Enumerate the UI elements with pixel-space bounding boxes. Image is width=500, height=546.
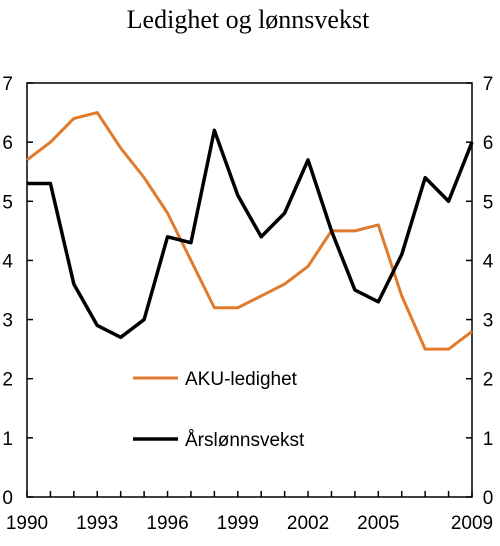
series-line-0 <box>26 111 473 351</box>
y-tick-label-left: 0 <box>2 488 13 509</box>
tick-marks <box>26 82 473 498</box>
x-tick-label: 1996 <box>146 513 188 534</box>
y-tick-label-left: 5 <box>2 192 13 213</box>
tick-labels: 0 0 1 1 2 2 3 3 4 4 5 5 6 6 7 7 1990 1993 1996 1999 2002 2005… <box>2 74 493 534</box>
y-tick-label-left: 6 <box>2 133 13 154</box>
legend-label: AKU-ledighet <box>185 369 298 390</box>
legend: AKU-ledighet Årslønnsvekst <box>133 369 305 451</box>
y-tick-label-right: 3 <box>483 311 494 332</box>
x-tick-label: 2009 <box>451 513 493 534</box>
legend-label: Årslønnsvekst <box>185 430 305 451</box>
x-tick-label: 1993 <box>76 513 118 534</box>
y-tick-label-left: 4 <box>2 251 13 272</box>
x-tick-label: 1999 <box>217 513 259 534</box>
y-tick-label-right: 7 <box>483 74 494 95</box>
y-tick-label-left: 2 <box>2 370 13 391</box>
y-tick-label-right: 0 <box>483 488 494 509</box>
x-tick-label: 2002 <box>287 513 329 534</box>
y-tick-label-right: 4 <box>483 251 494 272</box>
x-tick-label: 2005 <box>357 513 399 534</box>
y-tick-label-right: 6 <box>483 133 494 154</box>
y-tick-label-right: 1 <box>483 429 494 450</box>
x-tick-label: 1990 <box>6 513 48 534</box>
y-tick-label-left: 1 <box>2 429 13 450</box>
y-tick-label-left: 7 <box>2 74 13 95</box>
chart-title: Ledighet og lønnsvekst <box>127 5 370 34</box>
y-tick-label-right: 2 <box>483 370 494 391</box>
plot-frame <box>26 82 473 498</box>
y-tick-label-right: 5 <box>483 192 494 213</box>
series-lines <box>26 111 474 351</box>
series-line-1 <box>27 128 474 340</box>
y-tick-label-left: 3 <box>2 311 13 332</box>
